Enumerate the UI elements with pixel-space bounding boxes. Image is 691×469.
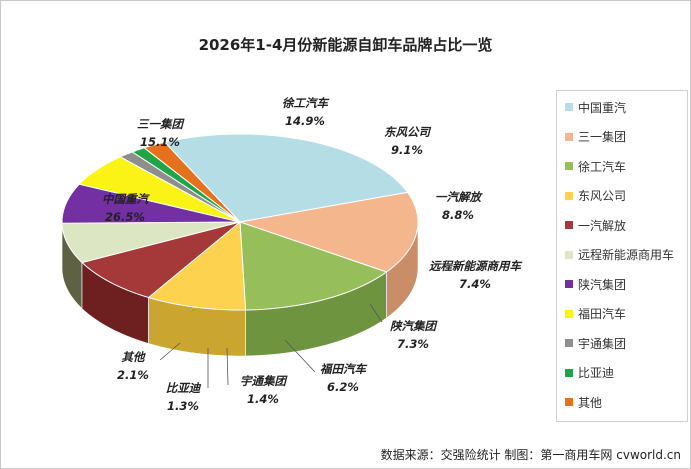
chart-title: 2026年1-4月份新能源自卸车品牌占比一览: [198, 36, 493, 54]
slice-name-label-3: 东风公司: [384, 125, 431, 139]
legend-label: 福田汽车: [578, 307, 627, 321]
legend-label: 比亚迪: [578, 366, 615, 380]
pie-leaders: [159, 303, 383, 388]
legend-swatch: [565, 309, 573, 318]
pie-slice-0: [163, 133, 409, 223]
pie-labels: 中国重汽 26.5% 三一集团 15.1% 徐工汽车 14.9% 东风公司 9.1% 一汽解放 8…: [102, 96, 522, 413]
slice-name-label-0: 中国重汽: [102, 192, 150, 206]
legend-item-0: 中国重汽: [565, 97, 626, 117]
slice-name-label-6: 陕汽集团: [390, 319, 438, 333]
legend-swatch: [565, 132, 573, 141]
legend-item-5: 远程新能源商用车: [565, 245, 674, 265]
legend-label: 一汽解放: [578, 218, 627, 233]
pie-slice-2: [239, 221, 388, 311]
slice-name-label-2: 徐工汽车: [282, 96, 329, 110]
legend-label: 中国重汽: [578, 100, 627, 115]
legend-label: 三一集团: [578, 130, 627, 144]
legend-item-1: 三一集团: [565, 127, 626, 147]
legend-label: 徐工汽车: [578, 159, 627, 174]
legend-swatch: [565, 339, 573, 347]
legend-item-4: 一汽解放: [565, 215, 626, 235]
legend-swatch: [565, 221, 573, 229]
pie-slice-1: [239, 191, 419, 273]
chart-legend: 中国重汽三一集团徐工汽车东风公司一汽解放远程新能源商用车 陕汽集团福田汽车宇通集团…: [556, 90, 688, 422]
legend-swatch: [565, 103, 573, 111]
pie-slice-3: [147, 220, 247, 311]
leader-line-7: [284, 339, 316, 373]
legend-label: 宇通集团: [578, 336, 627, 351]
slice-value-label-10: 2.1%: [117, 368, 149, 382]
slice-name-label-10: 其他: [122, 350, 146, 364]
pie-tops: [61, 133, 419, 311]
slice-name-label-5: 远程新能源商用车: [429, 259, 522, 273]
legend-item-9: 比亚迪: [565, 363, 614, 383]
slice-name-label-1: 三一集团: [137, 117, 185, 131]
legend-item-3: 东风公司: [565, 186, 626, 206]
legend-swatch: [565, 398, 573, 406]
pie-slice-6: [61, 183, 241, 224]
legend-item-7: 福田汽车: [565, 304, 626, 324]
slice-name-label-4: 一汽解放: [435, 190, 483, 204]
pie-slice-5: [61, 221, 241, 264]
legend-swatch: [565, 191, 573, 200]
slice-value-label-6: 7.3%: [397, 337, 429, 351]
slice-value-label-5: 7.4%: [459, 277, 491, 291]
legend-swatch: [565, 280, 573, 288]
pie-slice-4: [80, 221, 241, 299]
pie-sides: [61, 221, 419, 357]
pie-slice-10: [143, 141, 241, 223]
slice-value-label-2: 14.9%: [285, 114, 325, 128]
legend-label: 其他: [578, 395, 603, 410]
legend-label: 远程新能源商用车: [578, 248, 675, 262]
slice-value-label-7: 6.2%: [327, 380, 359, 394]
slice-name-label-8: 宇通集团: [240, 374, 288, 388]
slice-value-label-4: 8.8%: [442, 208, 474, 222]
legend-item-6: 陕汽集团: [565, 274, 626, 294]
slice-name-label-7: 福田汽车: [320, 362, 367, 376]
slice-value-label-8: 1.4%: [247, 392, 279, 406]
slice-value-label-1: 15.1%: [140, 135, 180, 149]
legend-label: 东风公司: [578, 189, 627, 203]
slice-name-label-9: 比亚迪: [166, 381, 202, 395]
pie-slice-9: [131, 147, 241, 223]
source-note: 数据来源：交强险统计 制图：第一商用车网 cvworld.cn: [380, 448, 681, 462]
legend-label: 陕汽集团: [578, 277, 627, 292]
slice-value-label-3: 9.1%: [391, 143, 423, 157]
legend-item-8: 宇通集团: [565, 333, 626, 353]
legend-item-2: 徐工汽车: [565, 156, 626, 176]
legend-swatch: [565, 162, 573, 170]
slice-value-label-9: 1.3%: [167, 399, 199, 413]
legend-item-10: 其他: [565, 392, 602, 412]
pie-slice-8: [119, 151, 241, 223]
leader-line-10: [159, 342, 181, 361]
legend-swatch: [565, 250, 573, 259]
legend-swatch: [565, 368, 573, 377]
leader-line-8: [226, 347, 229, 386]
slice-value-label-0: 26.5%: [105, 210, 145, 224]
pie-slice-7: [78, 156, 241, 223]
leader-line-6: [369, 303, 383, 323]
